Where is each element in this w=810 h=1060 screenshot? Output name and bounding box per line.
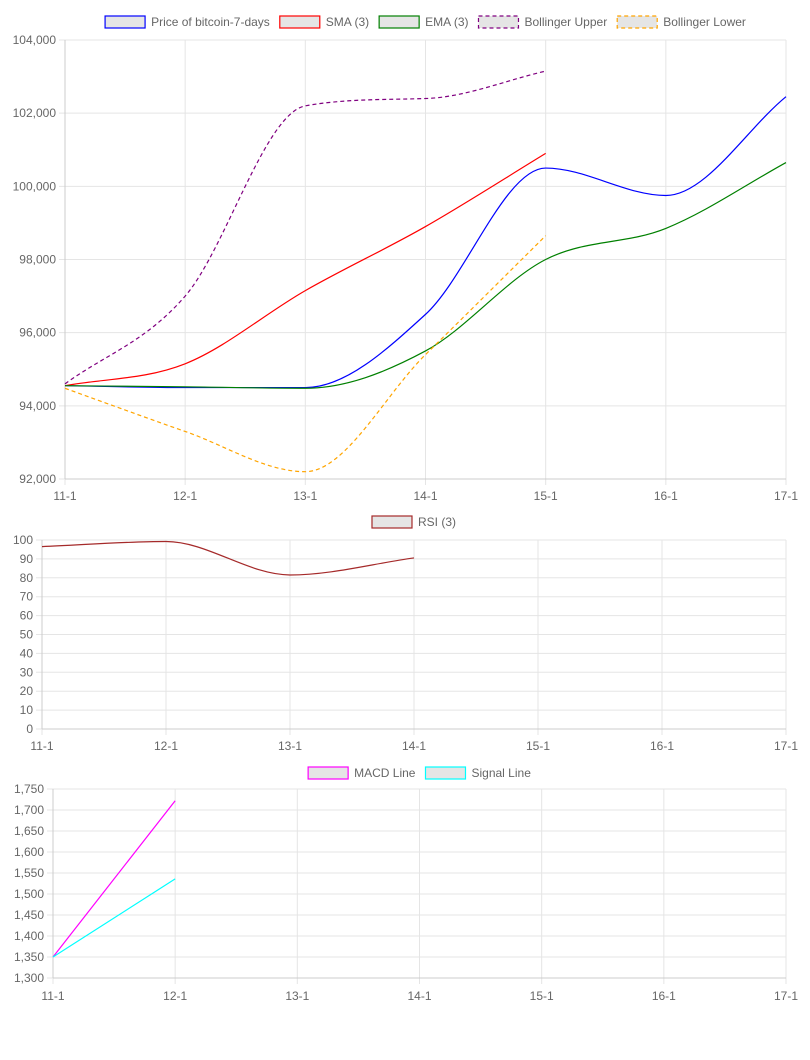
legend-label: EMA (3) — [425, 15, 468, 29]
series-line-bollinger-lower — [64, 235, 547, 473]
y-tick-label: 80 — [20, 571, 34, 585]
legend-label: Price of bitcoin-7-days — [151, 15, 270, 29]
y-tick-label: 94,000 — [19, 399, 56, 413]
x-tick-label: 15-1 — [526, 739, 550, 753]
x-tick-label: 12-1 — [173, 489, 197, 503]
series-line-signal-line — [52, 878, 176, 958]
y-tick-label: 40 — [20, 646, 34, 660]
y-tick-label: 102,000 — [13, 106, 57, 120]
x-tick-label: 17-1 — [774, 739, 798, 753]
y-tick-label: 1,650 — [14, 824, 44, 838]
y-tick-label: 1,400 — [14, 929, 44, 943]
y-tick-label: 1,750 — [14, 782, 44, 796]
legend-swatch — [307, 766, 349, 780]
x-tick-label: 11-1 — [41, 989, 64, 1003]
y-tick-label: 1,450 — [14, 908, 44, 922]
series-line-sma-3- — [64, 152, 546, 387]
x-tick-label: 14-1 — [413, 489, 437, 503]
y-tick-label: 100,000 — [13, 179, 57, 193]
legend-swatch — [378, 15, 420, 29]
legend-swatch — [616, 15, 658, 29]
y-tick-label: 1,350 — [14, 950, 44, 964]
x-tick-label: 12-1 — [163, 989, 187, 1003]
legend-item[interactable]: MACD Line — [307, 766, 416, 780]
x-tick-label: 13-1 — [293, 489, 317, 503]
legend-label: Bollinger Lower — [663, 15, 746, 29]
series-line-rsi-3- — [41, 540, 415, 576]
legend-label: Bollinger Upper — [524, 15, 607, 29]
chart-1: 92,000 94,000 96,000 98,000 100,000 102,000 10… — [13, 15, 799, 503]
x-tick-label: 13-1 — [285, 989, 309, 1003]
x-tick-label: 11-1 — [30, 739, 53, 753]
y-tick-label: 50 — [20, 628, 34, 642]
chart-3: 1,300 1,350 1,400 1,450 1,500 1,550 1,600 1,650… — [14, 766, 798, 1003]
y-tick-label: 1,500 — [14, 887, 44, 901]
y-tick-label: 10 — [20, 703, 34, 717]
y-tick-label: 70 — [20, 590, 34, 604]
series-line-ema-3- — [64, 162, 787, 389]
x-tick-label: 17-1 — [774, 989, 798, 1003]
x-tick-label: 12-1 — [154, 739, 178, 753]
y-tick-label: 100 — [13, 533, 33, 547]
x-tick-label: 15-1 — [530, 989, 554, 1003]
legend-swatch — [371, 515, 413, 529]
series-line-price-of-bitcoin-7-days — [64, 96, 787, 389]
x-tick-label: 14-1 — [402, 739, 426, 753]
x-tick-label: 13-1 — [278, 739, 302, 753]
x-tick-label: 15-1 — [534, 489, 558, 503]
y-tick-label: 1,600 — [14, 845, 44, 859]
y-tick-label: 96,000 — [19, 326, 56, 340]
legend-item[interactable]: RSI (3) — [371, 515, 456, 529]
legend-label: SMA (3) — [326, 15, 369, 29]
y-tick-label: 92,000 — [19, 472, 56, 486]
x-tick-label: 16-1 — [650, 739, 674, 753]
y-tick-label: 1,700 — [14, 803, 44, 817]
x-tick-label: 16-1 — [654, 489, 678, 503]
legend-label: RSI (3) — [418, 515, 456, 529]
legend-item[interactable]: Price of bitcoin-7-days — [104, 15, 270, 29]
y-tick-label: 30 — [20, 665, 34, 679]
series-line-bollinger-upper — [64, 70, 546, 385]
legend-label: Signal Line — [471, 766, 531, 780]
series-line-macd-line — [52, 800, 176, 958]
legend-swatch — [104, 15, 146, 29]
legend-item[interactable]: Signal Line — [424, 766, 531, 780]
y-tick-label: 60 — [20, 609, 34, 623]
chart-2: 0 10 20 30 40 50 60 70 80 90 100 11-1 12-1 13-1 14-1 15… — [13, 515, 798, 753]
x-tick-label: 16-1 — [652, 989, 676, 1003]
legend-swatch — [424, 766, 467, 780]
x-tick-label: 11-1 — [53, 489, 76, 503]
y-tick-label: 98,000 — [19, 253, 56, 267]
x-tick-label: 17-1 — [774, 489, 798, 503]
legend-item[interactable]: EMA (3) — [378, 15, 468, 29]
legend-item[interactable]: Bollinger Upper — [477, 15, 607, 29]
y-tick-label: 20 — [20, 684, 34, 698]
y-tick-label: 0 — [26, 722, 33, 736]
legend-label: MACD Line — [354, 766, 416, 780]
x-tick-label: 14-1 — [407, 989, 431, 1003]
legend-item[interactable]: Bollinger Lower — [616, 15, 746, 29]
y-tick-label: 104,000 — [13, 33, 57, 47]
y-tick-label: 90 — [20, 552, 34, 566]
legend-item[interactable]: SMA (3) — [279, 15, 369, 29]
legend-swatch — [279, 15, 321, 29]
y-tick-label: 1,550 — [14, 866, 44, 880]
y-tick-label: 1,300 — [14, 971, 44, 985]
legend-swatch — [477, 15, 520, 29]
